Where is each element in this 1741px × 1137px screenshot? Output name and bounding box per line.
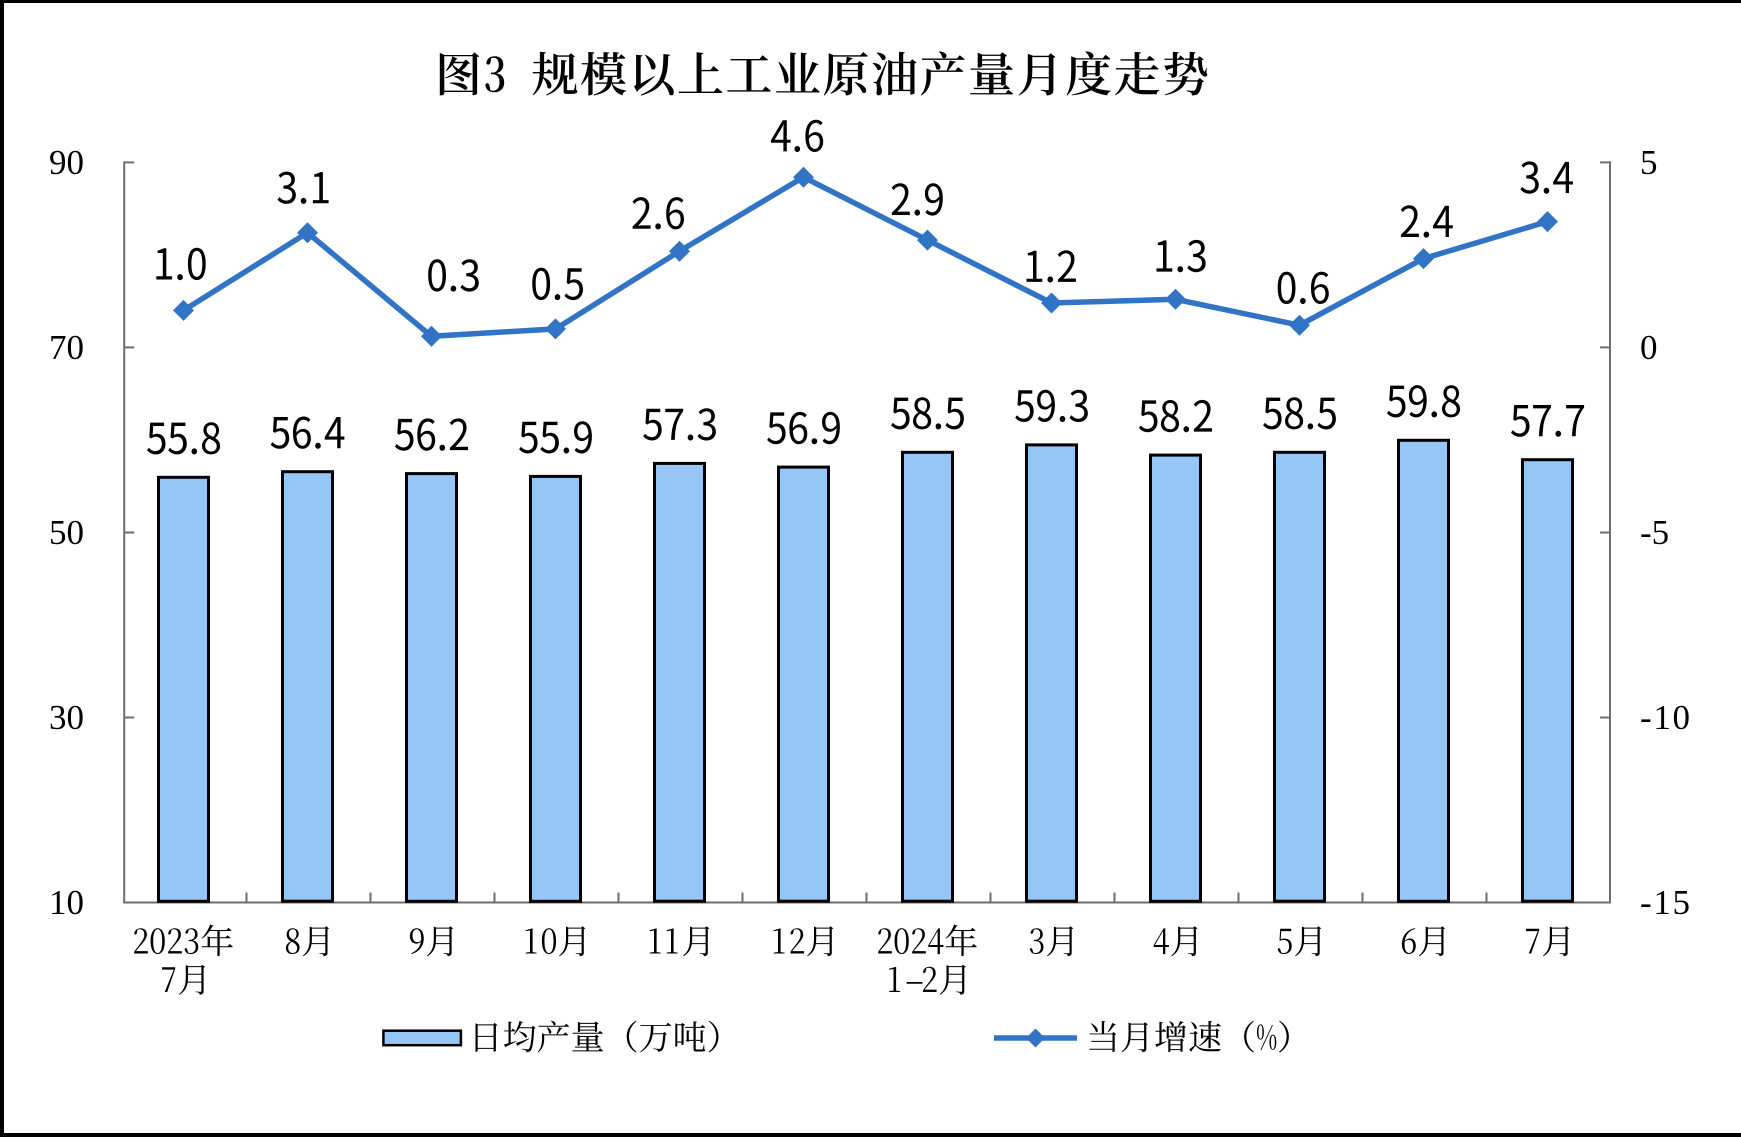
svg-text:-10: -10 [1640, 698, 1690, 737]
svg-text:-5: -5 [1640, 513, 1669, 552]
svg-text:-15: -15 [1640, 883, 1690, 922]
svg-text:90: 90 [49, 143, 84, 182]
svg-text:50: 50 [49, 513, 84, 552]
svg-text:10: 10 [49, 883, 84, 922]
svg-text:70: 70 [49, 328, 84, 367]
svg-text:0: 0 [1640, 328, 1658, 367]
svg-text:30: 30 [49, 698, 84, 737]
svg-text:5: 5 [1640, 143, 1658, 182]
